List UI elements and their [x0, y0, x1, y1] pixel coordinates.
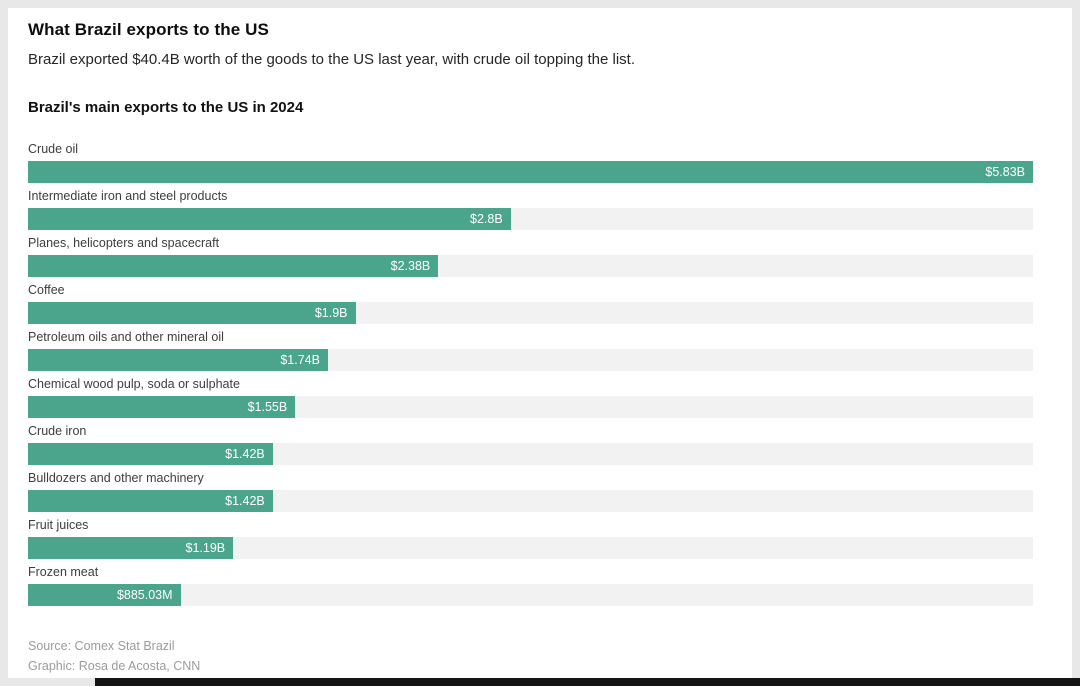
bar-track: $1.19B	[28, 537, 1033, 559]
bottom-strip	[95, 678, 1080, 686]
bar: $1.74B	[28, 349, 328, 371]
bar-track: $1.55B	[28, 396, 1033, 418]
bar-row: Frozen meat $885.03M	[28, 565, 1033, 606]
bar: $885.03M	[28, 584, 181, 606]
bar-row: Planes, helicopters and spacecraft $2.38B	[28, 236, 1033, 277]
category-label: Chemical wood pulp, soda or sulphate	[28, 377, 240, 391]
category-label: Frozen meat	[28, 565, 99, 579]
bar-row: Crude oil $5.83B	[28, 142, 1033, 183]
page-subtitle: Brazil exported $40.4B worth of the good…	[28, 51, 636, 68]
value-label: $1.42B	[225, 494, 265, 508]
category-label: Crude oil	[28, 142, 79, 156]
category-label: Bulldozers and other machinery	[28, 471, 204, 485]
value-label: $2.8B	[470, 212, 503, 226]
bar-track: $885.03M	[28, 584, 1033, 606]
category-label: Crude iron	[28, 424, 87, 438]
bar-track: $5.83B	[28, 161, 1033, 183]
bar-row: Crude iron $1.42B	[28, 424, 1033, 465]
bar: $1.19B	[28, 537, 234, 559]
bar: $1.55B	[28, 396, 296, 418]
credit-line: Graphic: Rosa de Acosta, CNN	[28, 659, 201, 673]
bar: $5.83B	[28, 161, 1033, 183]
bar-track: $1.74B	[28, 349, 1033, 371]
bar: $2.8B	[28, 208, 511, 230]
value-label: $885.03M	[116, 588, 173, 602]
category-label: Intermediate iron and steel products	[28, 189, 228, 203]
category-label: Planes, helicopters and spacecraft	[28, 236, 220, 250]
value-label: $1.42B	[225, 447, 265, 461]
bar-track: $1.9B	[28, 302, 1033, 324]
value-label: $1.19B	[185, 541, 226, 555]
bar: $1.42B	[28, 443, 273, 465]
value-label: $1.74B	[280, 353, 320, 367]
bar: $2.38B	[28, 255, 439, 277]
bar-chart: Crude oil $5.83B Intermediate iron and ste…	[28, 142, 1033, 606]
category-label: Petroleum oils and other mineral oil	[28, 330, 224, 344]
category-label: Fruit juices	[28, 518, 89, 532]
bar-row: Coffee $1.9B	[28, 283, 1033, 324]
value-label: $1.9B	[314, 306, 348, 320]
bar: $1.42B	[28, 490, 273, 512]
page-title: What Brazil exports to the US	[28, 20, 269, 39]
category-label: Coffee	[28, 283, 65, 297]
bar-row: Intermediate iron and steel products $2.8…	[28, 189, 1033, 230]
value-label: $1.55B	[247, 400, 288, 414]
source-line: Source: Comex Stat Brazil	[28, 639, 175, 653]
bar-row: Fruit juices $1.19B	[28, 518, 1033, 559]
chart-title: Brazil's main exports to the US in 2024	[28, 99, 304, 116]
bar-row: Chemical wood pulp, soda or sulphate $1.5…	[28, 377, 1033, 418]
chart-card: What Brazil exports to the US Brazil exp…	[8, 8, 1072, 678]
bar-track: $2.8B	[28, 208, 1033, 230]
bar-track: $1.42B	[28, 443, 1033, 465]
bar-row: Bulldozers and other machinery $1.42B	[28, 471, 1033, 512]
value-label: $5.83B	[985, 165, 1025, 179]
bar: $1.9B	[28, 302, 356, 324]
bar-track: $1.42B	[28, 490, 1033, 512]
value-label: $2.38B	[390, 259, 431, 273]
bar-track: $2.38B	[28, 255, 1033, 277]
bar-row: Petroleum oils and other mineral oil $1.7…	[28, 330, 1033, 371]
